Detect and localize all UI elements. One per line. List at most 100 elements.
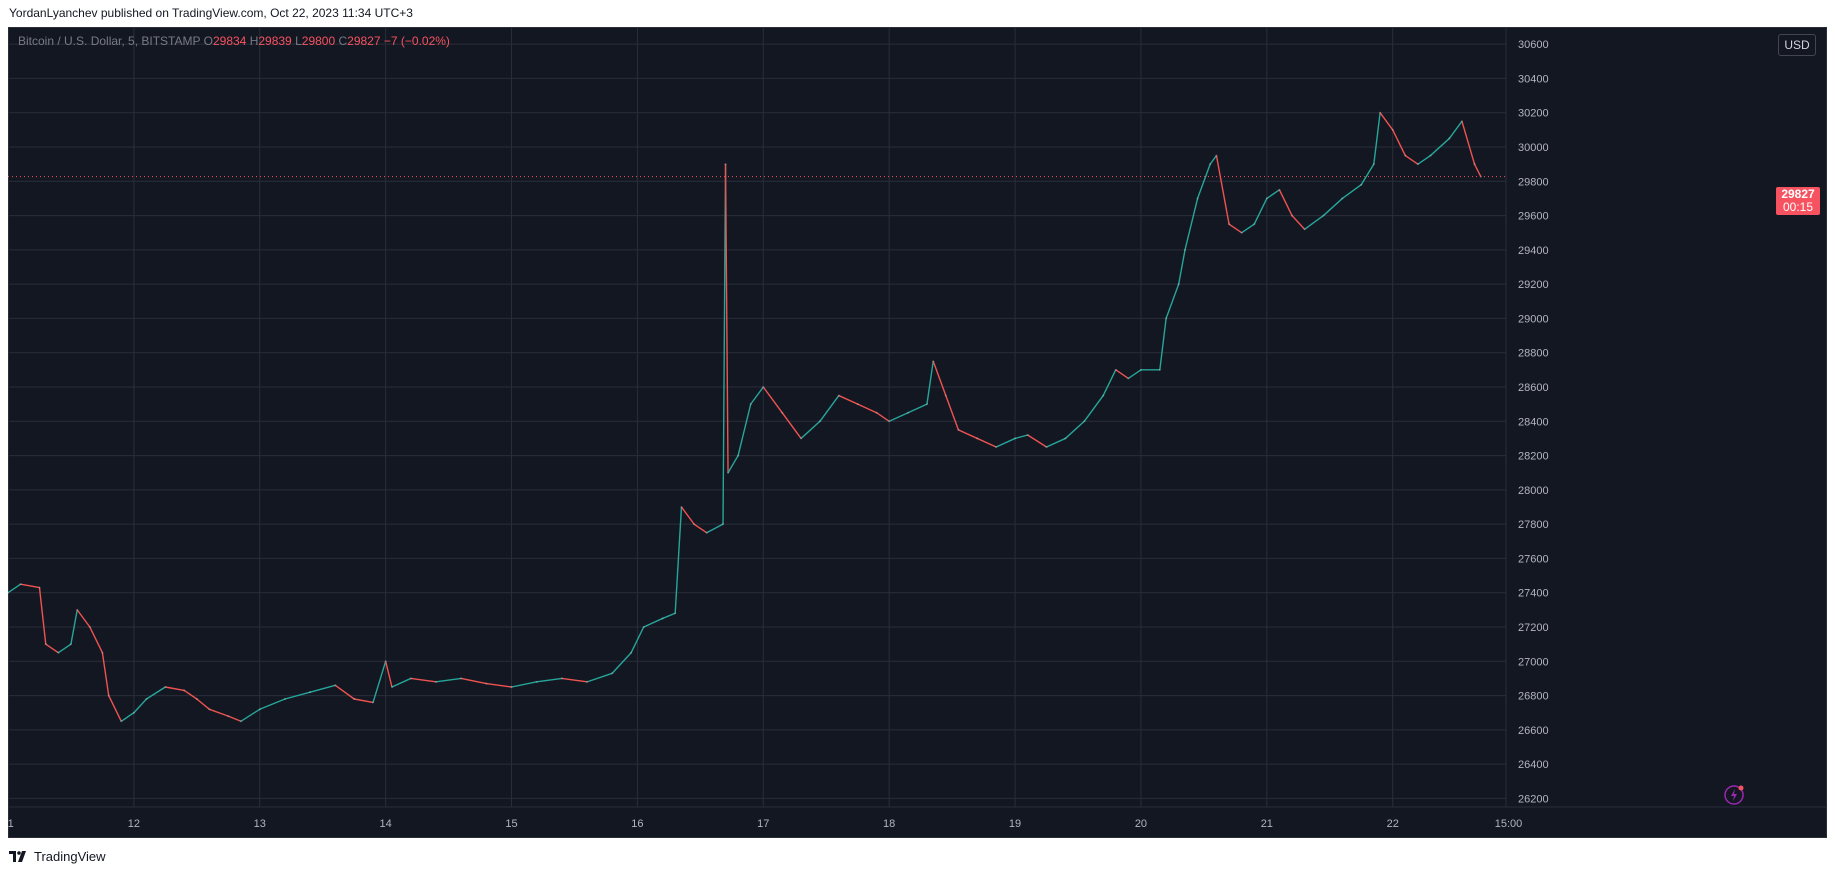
y-tick-label: 27000: [1518, 656, 1549, 668]
y-tick-label: 28200: [1518, 451, 1549, 463]
flash-icon[interactable]: [1723, 784, 1745, 806]
series-point: [1372, 163, 1375, 166]
x-tick-label: 22: [1387, 818, 1399, 830]
y-tick-label: 28000: [1518, 485, 1549, 497]
series-segment: [1184, 198, 1199, 251]
series-point: [856, 403, 859, 406]
series-segment: [1064, 420, 1085, 439]
series-segment: [762, 386, 783, 414]
series-point: [1460, 120, 1463, 123]
series-segment: [372, 661, 387, 703]
series-segment: [932, 361, 947, 396]
chart-grid: [8, 27, 1506, 807]
chart-frame[interactable]: [8, 27, 1827, 838]
y-tick-label: 29600: [1518, 211, 1549, 223]
series-point: [674, 612, 677, 615]
series-segment: [1159, 318, 1167, 370]
series-segment: [165, 686, 185, 692]
series-point: [409, 677, 412, 680]
series-segment: [486, 682, 512, 688]
series-point: [888, 420, 891, 423]
series-point: [932, 360, 935, 363]
price-chart[interactable]: 30600 30400 30200 30000 29800 29600 29400 29200…: [8, 27, 1827, 838]
series-segment: [259, 698, 286, 710]
y-tick-label: 30400: [1518, 73, 1549, 85]
series-segment: [977, 437, 997, 448]
series-segment: [209, 708, 229, 717]
series-segment: [907, 403, 928, 414]
series-point: [586, 680, 589, 683]
series-point: [120, 720, 123, 723]
series-segment: [354, 698, 374, 704]
series-segment: [1291, 215, 1306, 230]
series-point: [1177, 283, 1180, 286]
series-segment: [750, 386, 764, 405]
y-tick-label: 27400: [1518, 588, 1549, 600]
series-segment: [89, 626, 104, 654]
series-segment: [674, 506, 683, 614]
series-segment: [1392, 129, 1406, 156]
series-segment: [995, 437, 1016, 448]
series-segment: [1102, 369, 1117, 396]
series-point: [781, 411, 784, 414]
series-segment: [284, 691, 311, 700]
series-segment: [819, 395, 840, 422]
series-point: [749, 403, 752, 406]
series-point: [1127, 377, 1130, 380]
series-segment: [876, 412, 890, 422]
series-point: [183, 689, 186, 692]
series-segment: [45, 643, 59, 654]
legend-high-value: 29839: [258, 34, 292, 48]
series-segment: [1360, 163, 1375, 186]
series-point: [818, 420, 821, 423]
series-point: [1416, 163, 1419, 166]
series-segment: [461, 677, 487, 685]
series-segment: [926, 361, 934, 405]
x-tick-label: 17: [757, 818, 769, 830]
series-point: [1209, 163, 1212, 166]
series-point: [1473, 163, 1476, 166]
x-tick-label: 20: [1135, 818, 1147, 830]
series-segment: [1379, 112, 1394, 131]
series-segment: [183, 689, 198, 700]
series-point: [837, 394, 840, 397]
series-segment: [133, 698, 147, 714]
series-point: [101, 651, 104, 654]
series-point: [1291, 214, 1293, 217]
legend-change-value: −7 (−0.02%): [383, 34, 450, 48]
series-point: [107, 694, 110, 697]
series-segment: [693, 523, 708, 534]
series-segment: [101, 652, 110, 696]
series-point: [460, 677, 463, 680]
series-segment: [309, 684, 336, 693]
x-tick-label: 15:00: [1495, 818, 1523, 830]
series-segment: [1404, 154, 1419, 165]
x-tick-label: 13: [254, 818, 266, 830]
series-segment: [70, 609, 78, 645]
series-segment: [561, 677, 588, 683]
series-point: [680, 506, 683, 508]
series-segment: [611, 652, 632, 674]
series-point: [258, 708, 261, 711]
series-segment: [1215, 155, 1230, 225]
series-point: [1026, 434, 1029, 436]
series-point: [1158, 368, 1161, 371]
series-segment: [1473, 163, 1482, 177]
series-segment: [228, 715, 242, 722]
series-segment: [1165, 283, 1180, 319]
series-segment: [1127, 369, 1142, 380]
y-tick-label: 29000: [1518, 313, 1549, 325]
currency-button[interactable]: USD: [1778, 34, 1816, 56]
series-segment: [781, 412, 802, 439]
series-point: [1102, 394, 1105, 397]
series-segment: [838, 394, 858, 405]
y-tick-label: 30600: [1518, 39, 1549, 51]
bar-countdown: 00:15: [1782, 200, 1814, 214]
series-point: [145, 698, 148, 700]
legend-open-value: 29834: [212, 34, 247, 48]
series-segment: [391, 677, 412, 688]
series-segment: [536, 677, 562, 683]
series-point: [1253, 223, 1256, 226]
series-point: [239, 720, 242, 723]
series-point: [560, 677, 563, 680]
